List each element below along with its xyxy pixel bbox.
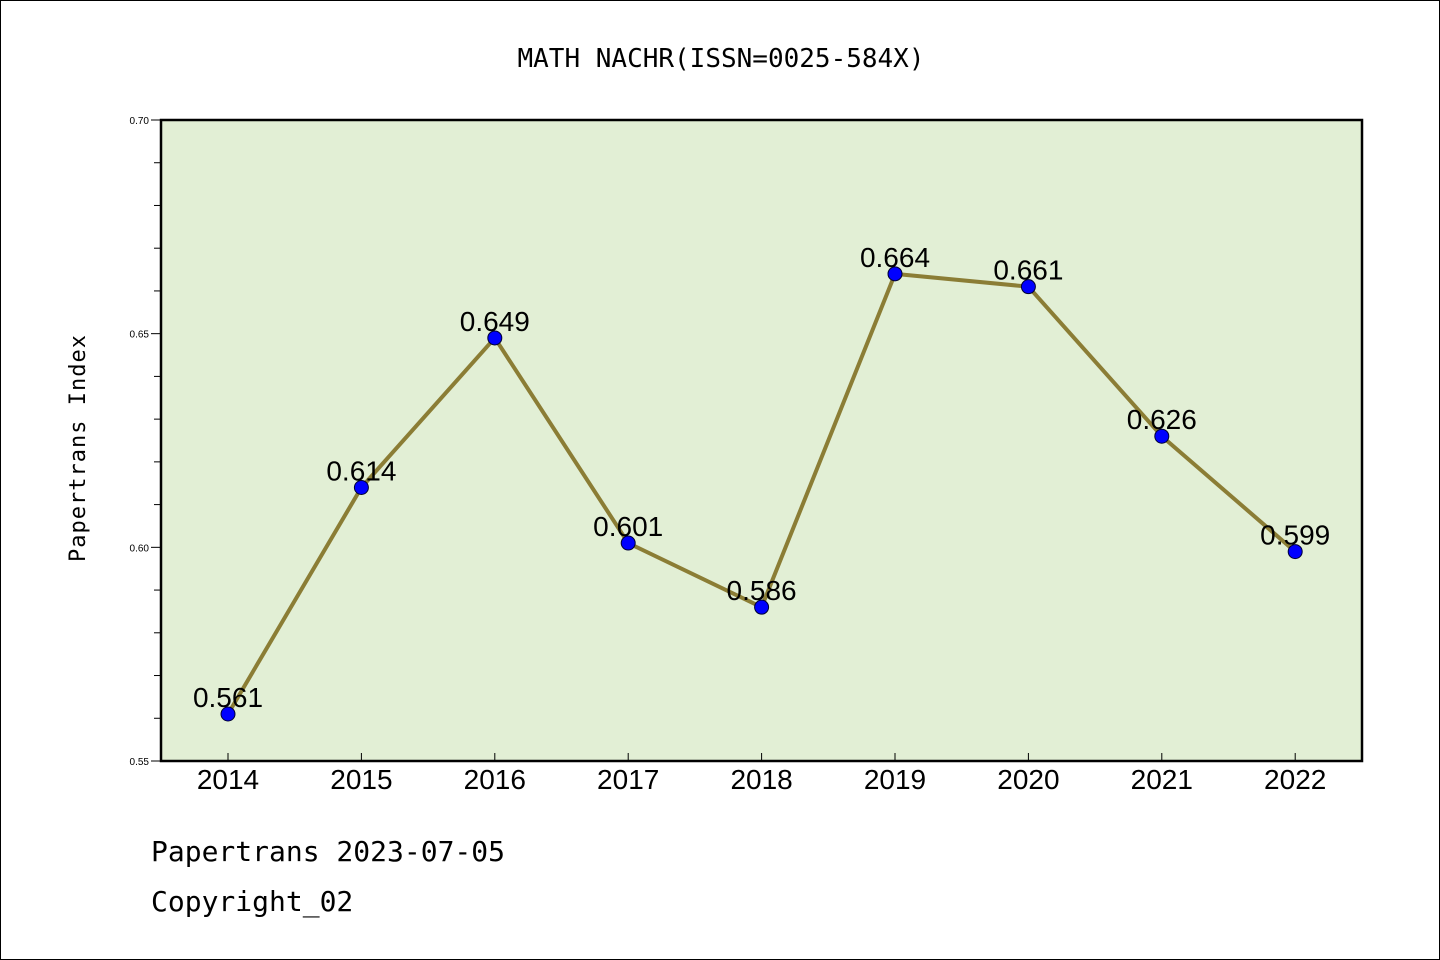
y-tick-label: 0.70 [130, 116, 150, 127]
data-point-label: 0.626 [1127, 404, 1197, 435]
data-point-marker [620, 535, 636, 551]
data-point-marker [487, 330, 503, 346]
y-tick-label: 0.60 [130, 543, 150, 554]
data-point-marker [887, 266, 903, 282]
plot-area [159, 118, 1364, 763]
data-point-marker [1287, 544, 1303, 560]
footer-copyright-line: Copyright_02 [151, 885, 354, 918]
data-point-label: 0.601 [593, 511, 663, 542]
y-tick-label: 0.55 [130, 757, 150, 768]
data-labels: 0.561 0.614 0.649 0.601 0.586 0.664 0.661 0.626… [193, 242, 1330, 713]
data-point-marker [353, 480, 369, 496]
data-point-marker [1154, 428, 1170, 444]
data-point-marker [1020, 279, 1036, 295]
y-axis-label: Papertrans Index [66, 334, 91, 562]
data-point-label: 0.664 [860, 242, 930, 273]
x-tick-label: 2014 [197, 764, 259, 795]
x-tick-label: 2016 [464, 764, 526, 795]
data-point-label: 0.561 [193, 682, 263, 713]
data-point-label: 0.614 [326, 456, 396, 487]
data-point-label: 0.599 [1260, 520, 1330, 551]
chart-title: MATH NACHR(ISSN=0025-584X) [518, 44, 925, 74]
data-point-label: 0.649 [460, 306, 530, 337]
data-point-marker [220, 706, 236, 722]
x-tick-label: 2017 [597, 764, 659, 795]
data-point-label: 0.661 [993, 255, 1063, 286]
x-tick-label: 2022 [1264, 764, 1326, 795]
x-tick-label: 2019 [864, 764, 926, 795]
y-tick-label: 0.65 [130, 330, 150, 341]
x-tick-label: 2020 [997, 764, 1059, 795]
x-tick-label: 2021 [1131, 764, 1193, 795]
data-markers [220, 266, 1303, 722]
data-point-label: 0.586 [727, 575, 797, 606]
x-tick-label: 2018 [730, 764, 792, 795]
data-point-marker [754, 599, 770, 615]
footer-date-line: Papertrans 2023-07-05 [151, 835, 506, 868]
x-tick-label: 2015 [330, 764, 392, 795]
x-axis-ticks: 2014 2015 2016 2017 2018 2019 2020 2021 2022 [197, 753, 1326, 795]
y-axis-ticks: 0.55 0.60 0.65 0.70 [130, 116, 161, 768]
